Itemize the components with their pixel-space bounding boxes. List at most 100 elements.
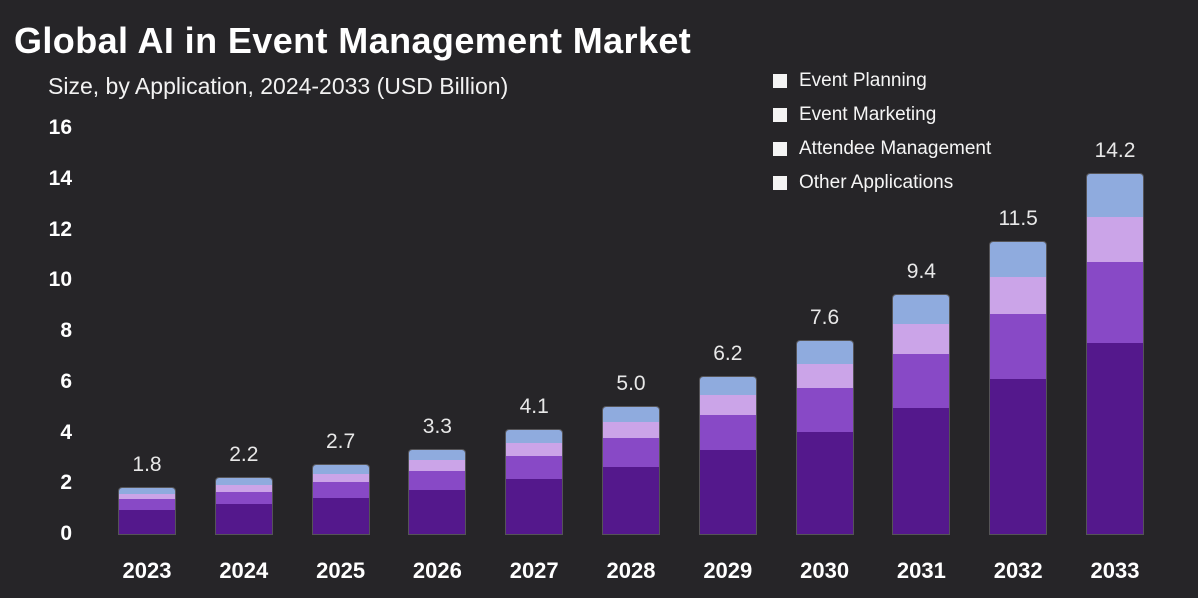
bar-2024 xyxy=(215,478,272,534)
y-axis-tick-label: 12 xyxy=(48,217,72,241)
bar-segment-event-marketing xyxy=(506,455,563,479)
legend-item-event-planning: Event Planning xyxy=(773,68,991,93)
bar-value-label: 3.3 xyxy=(422,415,452,439)
bar-segment-event-marketing xyxy=(1087,261,1143,343)
bar-value-label: 14.2 xyxy=(1094,138,1136,162)
bar-segment-event-planning xyxy=(409,489,466,534)
x-axis-label: 2028 xyxy=(606,558,656,583)
bar-segment-event-planning xyxy=(1087,342,1143,534)
bar-segment-attendee-management xyxy=(990,277,1047,314)
bar-segment-attendee-management xyxy=(699,395,756,416)
bar-segment-event-marketing xyxy=(215,491,272,505)
bar-segment-other-applications xyxy=(1087,173,1143,217)
x-axis-label: 2032 xyxy=(993,558,1043,583)
bar-segment-other-applications xyxy=(893,295,950,325)
bar-value-label: 4.1 xyxy=(519,394,549,418)
legend-label: Other Applications xyxy=(799,171,954,193)
legend-label: Event Marketing xyxy=(799,103,937,125)
bar-segment-event-marketing xyxy=(699,415,756,451)
x-axis-label: 2024 xyxy=(219,558,269,583)
bar-segment-event-planning xyxy=(215,504,272,534)
y-axis-tick-label: 2 xyxy=(60,471,72,495)
y-axis-tick-label: 8 xyxy=(60,319,72,342)
bar-segment-event-planning xyxy=(506,478,563,534)
legend-item-attendee-management: Attendee Management xyxy=(773,136,991,161)
legend-item-other-applications: Other Applications xyxy=(773,170,991,195)
bar-2023 xyxy=(119,488,175,534)
bar-2029 xyxy=(699,376,756,534)
x-axis-label: 2031 xyxy=(896,558,946,583)
bar-value-label: 9.4 xyxy=(906,260,936,284)
legend-swatch-icon xyxy=(773,175,787,190)
bar-segment-event-planning xyxy=(893,407,950,534)
y-axis-tick-label: 16 xyxy=(48,116,72,139)
bar-value-label: 2.2 xyxy=(229,443,259,467)
legend-swatch-icon xyxy=(773,107,787,122)
legend-label: Attendee Management xyxy=(799,137,992,159)
bar-2030 xyxy=(796,341,853,534)
chart-subtitle: Size, by Application, 2024-2033 (USD Bil… xyxy=(48,73,509,99)
bar-segment-attendee-management xyxy=(893,324,950,354)
chart-title: Global AI in Event Management Market xyxy=(14,20,692,61)
bar-segment-event-planning xyxy=(699,450,756,534)
bar-segment-other-applications xyxy=(119,488,175,494)
bar-segment-attendee-management xyxy=(603,422,659,439)
y-axis-tick-label: 0 xyxy=(60,522,72,545)
bar-value-label: 5.0 xyxy=(616,372,646,396)
bar-value-label: 6.2 xyxy=(713,341,743,365)
bar-segment-other-applications xyxy=(409,450,466,461)
bar-segment-attendee-management xyxy=(506,442,563,456)
x-axis-label: 2026 xyxy=(412,558,462,583)
y-axis-tick-label: 6 xyxy=(60,369,72,393)
bar-segment-attendee-management xyxy=(215,484,272,492)
bar-segment-event-marketing xyxy=(893,353,950,408)
x-axis-label: 2023 xyxy=(122,558,172,583)
bar-segment-other-applications xyxy=(312,465,369,474)
bar-2033 xyxy=(1087,173,1143,534)
bar-2032 xyxy=(990,242,1047,534)
bar-segment-other-applications xyxy=(699,376,756,396)
bar-2028 xyxy=(603,407,659,534)
bar-segment-event-planning xyxy=(312,497,369,534)
bar-segment-other-applications xyxy=(506,429,563,443)
bar-2025 xyxy=(312,465,369,534)
legend: Event Planning Event Marketing Attendee Ma… xyxy=(773,68,991,195)
bar-segment-event-planning xyxy=(603,466,659,534)
bar-segment-attendee-management xyxy=(796,364,853,389)
bar-segment-attendee-management xyxy=(409,460,466,471)
x-axis-label: 2027 xyxy=(509,558,559,583)
bar-segment-other-applications xyxy=(990,242,1047,278)
x-axis-label: 2029 xyxy=(703,558,753,583)
bar-2026 xyxy=(409,450,466,534)
bar-value-label: 2.7 xyxy=(325,430,356,454)
bar-segment-event-marketing xyxy=(119,499,175,510)
bar-2031 xyxy=(893,295,950,534)
bar-segment-other-applications xyxy=(215,478,272,485)
bar-2027 xyxy=(506,429,563,534)
bar-segment-other-applications xyxy=(603,407,659,423)
bar-segment-event-marketing xyxy=(312,482,369,498)
legend-swatch-icon xyxy=(773,73,787,88)
bar-segment-event-planning xyxy=(990,379,1047,534)
bar-segment-event-planning xyxy=(796,431,853,534)
bar-value-label: 7.6 xyxy=(809,306,840,330)
bar-segment-other-applications xyxy=(796,341,853,365)
bar-segment-event-marketing xyxy=(603,438,659,467)
y-axis-tick-label: 10 xyxy=(48,268,72,292)
legend-swatch-icon xyxy=(773,141,787,156)
legend-label: Event Planning xyxy=(799,69,927,91)
bar-segment-attendee-management xyxy=(1087,216,1143,262)
bar-value-label: 1.8 xyxy=(132,453,162,477)
bar-segment-attendee-management xyxy=(312,473,369,483)
bar-segment-event-marketing xyxy=(990,313,1047,380)
y-axis-tick-label: 14 xyxy=(48,166,72,190)
x-axis-label: 2025 xyxy=(316,558,366,583)
x-axis-label: 2030 xyxy=(800,558,850,583)
bar-segment-event-marketing xyxy=(796,388,853,432)
bar-value-label: 11.5 xyxy=(998,207,1038,231)
bar-segment-event-marketing xyxy=(409,470,466,490)
y-axis-tick-label: 4 xyxy=(60,420,72,444)
bar-segment-event-planning xyxy=(119,509,175,534)
bar-segment-attendee-management xyxy=(119,493,175,500)
